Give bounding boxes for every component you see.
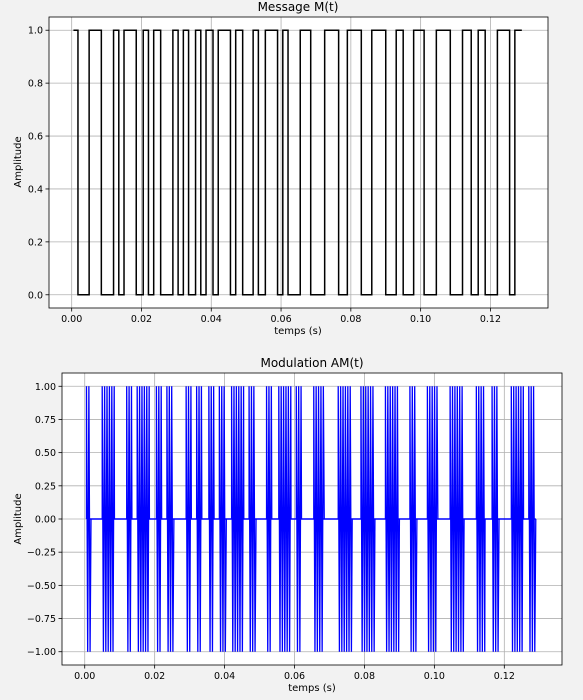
y-tick-label: −0.25 bbox=[27, 548, 56, 559]
x-tick-label: 0.00 bbox=[61, 314, 82, 325]
x-ticks-modulation: 0.00 0.02 0.04 0.06 0.08 0.10 0.12 bbox=[74, 665, 515, 682]
x-tick-label: 0.06 bbox=[270, 314, 291, 325]
carrier-burst bbox=[510, 386, 525, 652]
carrier-burst bbox=[278, 386, 292, 652]
x-tick-label: 0.08 bbox=[340, 314, 361, 325]
carrier-burst bbox=[185, 386, 193, 652]
chart-title-modulation: Modulation AM(t) bbox=[260, 356, 363, 370]
x-tick-label: 0.08 bbox=[354, 671, 375, 682]
x-axis-label-message: temps (s) bbox=[274, 326, 322, 337]
y-tick-label: 1.00 bbox=[35, 382, 56, 393]
x-tick-label: 0.12 bbox=[480, 314, 501, 325]
x-tick-label: 0.10 bbox=[410, 314, 431, 325]
carrier-burst bbox=[208, 386, 215, 652]
message-series-line bbox=[73, 29, 522, 296]
x-axis-label-modulation: temps (s) bbox=[288, 683, 336, 694]
x-tick-label: 0.04 bbox=[214, 671, 235, 682]
y-tick-label: −0.75 bbox=[27, 614, 56, 625]
y-axis-label-message: Amplitude bbox=[13, 136, 24, 187]
x-tick-label: 0.00 bbox=[74, 671, 95, 682]
carrier-burst bbox=[426, 386, 439, 652]
y-tick-label: 0.8 bbox=[28, 79, 43, 90]
y-axis-label-modulation: Amplitude bbox=[13, 493, 24, 544]
carrier-burst bbox=[101, 386, 116, 652]
carrier-burst bbox=[195, 386, 203, 652]
carrier-burst bbox=[265, 386, 273, 652]
carrier-burst bbox=[155, 386, 163, 652]
y-tick-label: −1.00 bbox=[27, 647, 56, 658]
chart-modulation: 0.00 0.02 0.04 0.06 0.08 0.10 0.12 −1.00−0.75−… bbox=[13, 356, 563, 694]
y-tick-label: 0.00 bbox=[35, 515, 56, 526]
chart-title-message: Message M(t) bbox=[258, 0, 339, 14]
y-tick-label: 0.4 bbox=[28, 184, 43, 195]
y-tick-label: 0.2 bbox=[28, 237, 43, 248]
y-tick-label: 0.75 bbox=[35, 415, 56, 426]
x-tick-label: 0.12 bbox=[494, 671, 515, 682]
carrier-burst bbox=[126, 386, 133, 652]
y-tick-label: 0.6 bbox=[28, 132, 43, 143]
carrier-burst bbox=[295, 386, 303, 652]
carrier-burst bbox=[230, 386, 245, 652]
carrier-burst bbox=[313, 386, 325, 652]
plot-frame-message bbox=[48, 16, 549, 309]
x-tick-label: 0.06 bbox=[284, 671, 305, 682]
modulated-carrier-series bbox=[85, 386, 537, 652]
y-tick-label: −0.50 bbox=[27, 581, 56, 592]
chart-message: 0.00 0.02 0.04 0.06 0.08 0.10 0.12 0.00.20.40.… bbox=[13, 0, 549, 337]
plot-area-message bbox=[49, 17, 548, 308]
x-ticks-message: 0.00 0.02 0.04 0.06 0.08 0.10 0.12 bbox=[61, 308, 501, 325]
y-ticks-message: 0.0 0.2 0.4 0.6 0.8 1.0 bbox=[28, 26, 49, 301]
x-tick-label: 0.02 bbox=[144, 671, 165, 682]
x-tick-label: 0.02 bbox=[131, 314, 152, 325]
x-tick-label: 0.04 bbox=[201, 314, 222, 325]
carrier-burst bbox=[136, 386, 151, 652]
x-tick-label: 0.10 bbox=[424, 671, 445, 682]
y-tick-label: 0.50 bbox=[35, 448, 56, 459]
y-tick-label: 1.0 bbox=[28, 26, 43, 37]
y-tick-label: 0.0 bbox=[28, 290, 43, 301]
y-ticks-modulation: −1.00 −0.75 −0.50 −0.25 0.00 0.25 0.50 0.75 1.00 bbox=[27, 382, 62, 658]
y-tick-label: 0.25 bbox=[35, 481, 56, 492]
